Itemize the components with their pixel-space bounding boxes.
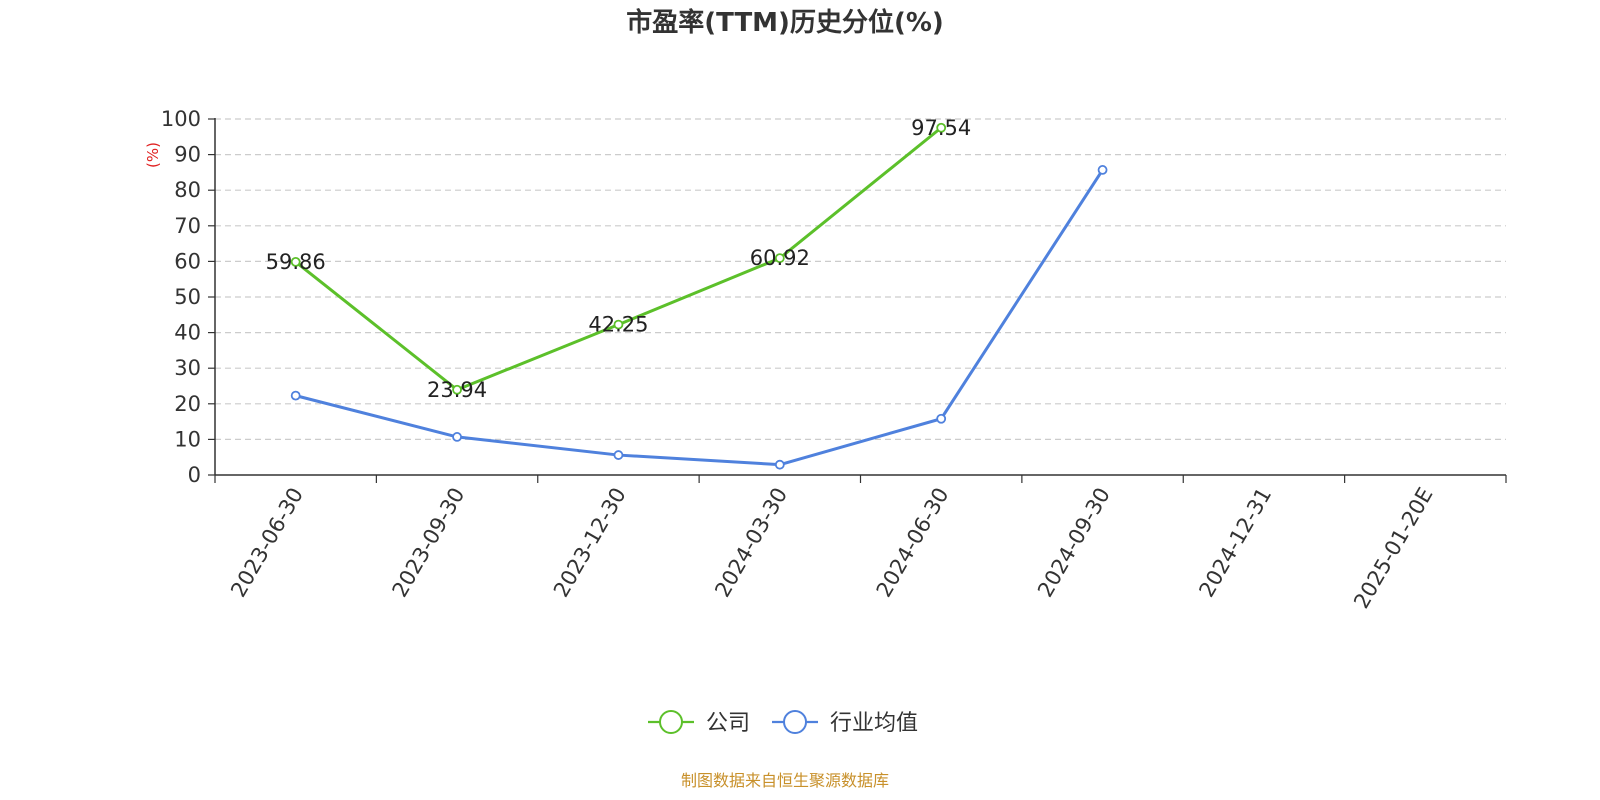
data-point [290,390,301,401]
grid-lines [215,118,1506,440]
legend-item[interactable]: 行业均值 [772,710,918,736]
data-point [936,122,947,133]
x-tick-label: 2025-01-20E [1349,484,1437,613]
data-label: 60.92 [750,246,810,270]
data-point [613,450,624,460]
y-tick-label: 60 [174,249,201,273]
legend-marker-icon [659,710,683,734]
y-tick-label: 40 [174,321,201,345]
legend-item[interactable]: 公司 [648,710,750,736]
legend-label: 行业均值 [830,711,918,736]
data-point [290,256,301,267]
x-tick-label: 2024-03-30 [710,484,792,602]
source-note: 制图数据来自恒生聚源数据库 [681,771,889,790]
series-line [294,126,943,392]
x-tick-label: 2023-12-30 [549,484,631,602]
data-label: 97.54 [911,116,971,140]
y-axis-unit: (%) [144,142,162,168]
data-point [1097,165,1108,175]
x-tick-label: 2024-12-31 [1194,484,1276,602]
x-tick-label: 2024-06-30 [872,484,954,602]
x-tick-label: 2024-09-30 [1033,484,1115,602]
axes: 0 10 20 30 40 50 60 70 80 90 100 2023-06-30 2023-09-… [161,107,1507,613]
y-tick-label: 90 [174,143,201,167]
legend-label: 公司 [706,711,750,736]
data-point [613,319,624,330]
series-layer [290,122,1108,470]
y-tick-label: 0 [188,463,201,487]
data-labels: 59.86 23.94 42.25 60.92 97.54 [266,116,972,402]
data-point [452,384,462,395]
x-tick-label: 2023-06-30 [226,484,308,602]
x-tick-label: 2023-09-30 [388,484,470,602]
y-tick-label: 30 [174,356,201,380]
y-tick-label: 20 [174,392,201,416]
data-point [774,253,785,264]
series-line [295,169,1104,467]
data-label: 23.94 [427,378,487,402]
y-tick-label: 50 [174,285,201,309]
y-tick-label: 70 [174,214,201,238]
data-label: 59.86 [266,250,326,274]
y-tick-label: 10 [174,427,201,451]
legend-marker-icon [783,710,808,734]
y-tick-label: 80 [174,178,201,202]
data-point [936,413,947,424]
y-tick-label: 100 [161,107,201,131]
legend[interactable]: 公司 行业均值 [648,710,918,736]
data-label: 42.25 [588,313,648,337]
data-point [452,432,462,442]
data-point [774,459,785,470]
chart-title: 市盈率(TTM)历史分位(%) [626,7,944,38]
